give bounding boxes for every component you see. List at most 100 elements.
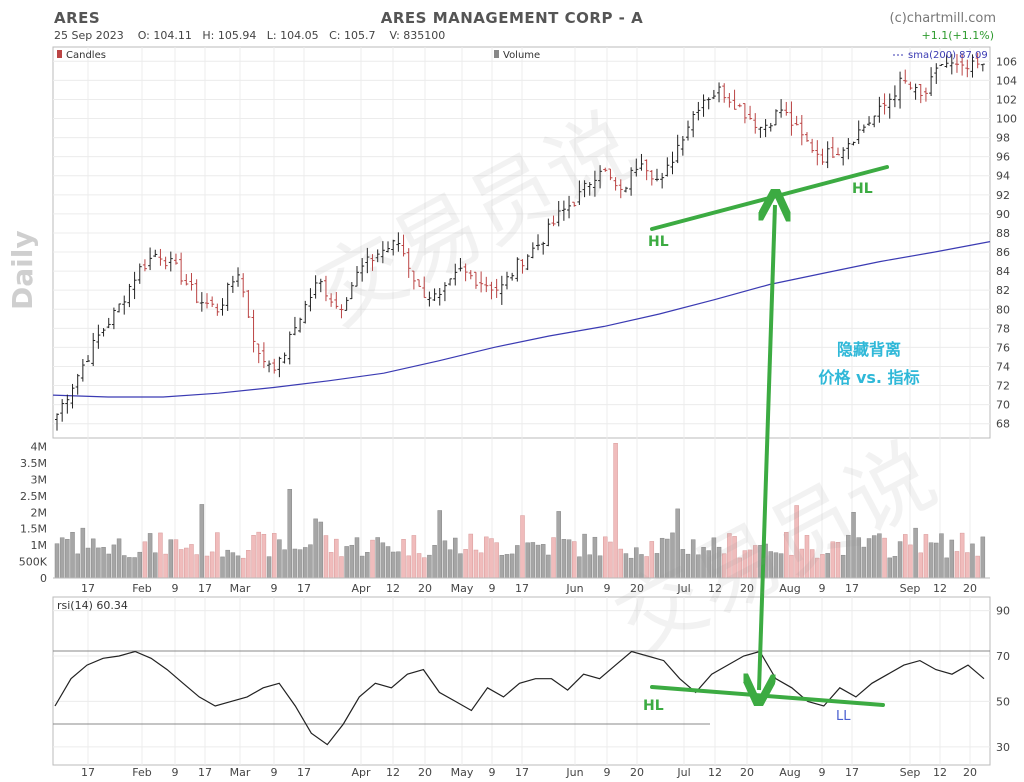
price-hl-label-1: HL	[648, 234, 669, 250]
volume-bar	[246, 550, 251, 579]
timeframe-label: Daily	[6, 230, 39, 310]
x-tick-label-top: 9	[604, 582, 611, 595]
volume-bar	[747, 549, 753, 579]
volume-bar	[127, 557, 132, 579]
price-tick-label: 104	[996, 74, 1017, 87]
volume-bar	[215, 532, 220, 579]
volume-bar	[525, 542, 530, 579]
volume-bar	[535, 544, 541, 579]
volume-bar	[871, 535, 877, 579]
volume-bar	[339, 556, 344, 579]
price-tick-label: 102	[996, 93, 1017, 106]
volume-bar	[923, 534, 929, 579]
x-tick-label-bottom: 17	[845, 766, 859, 779]
price-change: +1.1(+1.1%)	[921, 29, 994, 42]
rsi-grid	[53, 597, 990, 765]
x-tick-label-top: 9	[819, 582, 826, 595]
rsi-y-axis: 30 50 70 90	[996, 605, 1010, 754]
volume-bar	[271, 533, 277, 579]
volume-bar	[804, 535, 810, 579]
volume-bar	[520, 515, 525, 579]
volume-bar	[902, 534, 908, 579]
sma-200-line	[52, 241, 991, 398]
x-tick-label-bottom: 9	[819, 766, 826, 779]
volume-bar	[980, 536, 986, 579]
price-tick-label: 88	[996, 227, 1010, 240]
x-tick-label-top: 20	[740, 582, 754, 595]
volume-bar	[959, 532, 965, 579]
volume-bar	[551, 537, 556, 579]
volume-bar	[701, 547, 706, 579]
volume-bar	[261, 534, 267, 579]
volume-bar	[970, 543, 975, 579]
volume-bar	[251, 535, 256, 579]
volume-bar	[530, 542, 536, 579]
volume-bar	[194, 554, 199, 579]
volume-tick-label: 2.5M	[20, 490, 47, 503]
x-tick-label-bottom: 20	[630, 766, 644, 779]
volume-bar	[639, 554, 644, 579]
volume-bar	[478, 552, 484, 579]
x-tick-label-bottom: 20	[963, 766, 977, 779]
x-tick-label-top: 20	[630, 582, 644, 595]
volume-bar	[132, 557, 137, 579]
volume-panel: 4M 3.5M 3M 2.5M 2M 1.5M 1M 500K 0	[19, 441, 990, 585]
volume-bar	[934, 542, 939, 579]
volume-bar	[184, 547, 189, 579]
x-tick-label-top: May	[451, 582, 474, 595]
volume-bar	[789, 554, 794, 579]
volume-bar	[380, 542, 386, 579]
x-tick-label-top: Jun	[565, 582, 583, 595]
volume-bar	[540, 544, 546, 579]
x-tick-label-bottom: May	[451, 766, 474, 779]
volume-bar	[665, 538, 670, 579]
volume-bar	[411, 535, 417, 579]
volume-bar	[913, 527, 918, 579]
volume-bar	[675, 508, 680, 579]
price-tick-label: 78	[996, 322, 1010, 335]
x-axis-bottom: 17 Feb 9 17 Mar 9 17 Apr 12 20 May 9 17 Jun 9 20 Jul 12 20…	[81, 766, 977, 779]
volume-bar	[509, 553, 515, 579]
volume-bar	[385, 546, 391, 579]
volume-bar	[861, 546, 867, 579]
volume-bar	[566, 539, 572, 579]
volume-tick-label: 3.5M	[20, 457, 47, 470]
volume-bar	[80, 527, 86, 579]
volume-bar	[582, 533, 587, 579]
price-tick-label: 92	[996, 189, 1010, 202]
volume-bar	[939, 533, 944, 579]
volume-bar	[623, 553, 629, 579]
volume-bar	[649, 541, 655, 579]
x-tick-label-bottom: 17	[81, 766, 95, 779]
volume-bar	[344, 546, 349, 579]
volume-bar	[396, 551, 401, 579]
volume-bar	[308, 544, 313, 579]
x-tick-label-top: Jul	[676, 582, 690, 595]
volume-bar	[696, 554, 701, 579]
volume-bar	[628, 557, 634, 579]
volume-bar	[571, 541, 577, 579]
price-tick-label: 82	[996, 284, 1010, 297]
volume-bar	[737, 557, 742, 579]
sma-legend: sma(200) 87.09	[908, 50, 988, 61]
volume-bar	[401, 539, 406, 579]
x-tick-label-top: 17	[297, 582, 311, 595]
volume-bar	[721, 553, 727, 579]
x-tick-label-top: Feb	[132, 582, 151, 595]
x-tick-label-bottom: 9	[172, 766, 179, 779]
volume-bar	[809, 549, 815, 579]
volume-tick-label: 3M	[31, 473, 48, 486]
volume-tick-label: 500K	[19, 556, 48, 569]
volume-bar	[256, 531, 261, 579]
volume-bar	[685, 553, 691, 579]
volume-bar	[375, 537, 380, 579]
volume-bar	[111, 544, 117, 579]
x-tick-label-top: 17	[198, 582, 212, 595]
x-tick-label-top: 12	[708, 582, 722, 595]
x-tick-label-bottom: Jun	[565, 766, 583, 779]
volume-bar	[416, 553, 422, 579]
rsi-hl-label: HL	[643, 698, 664, 714]
volume-bar	[240, 557, 246, 579]
volume-bar	[866, 538, 872, 579]
